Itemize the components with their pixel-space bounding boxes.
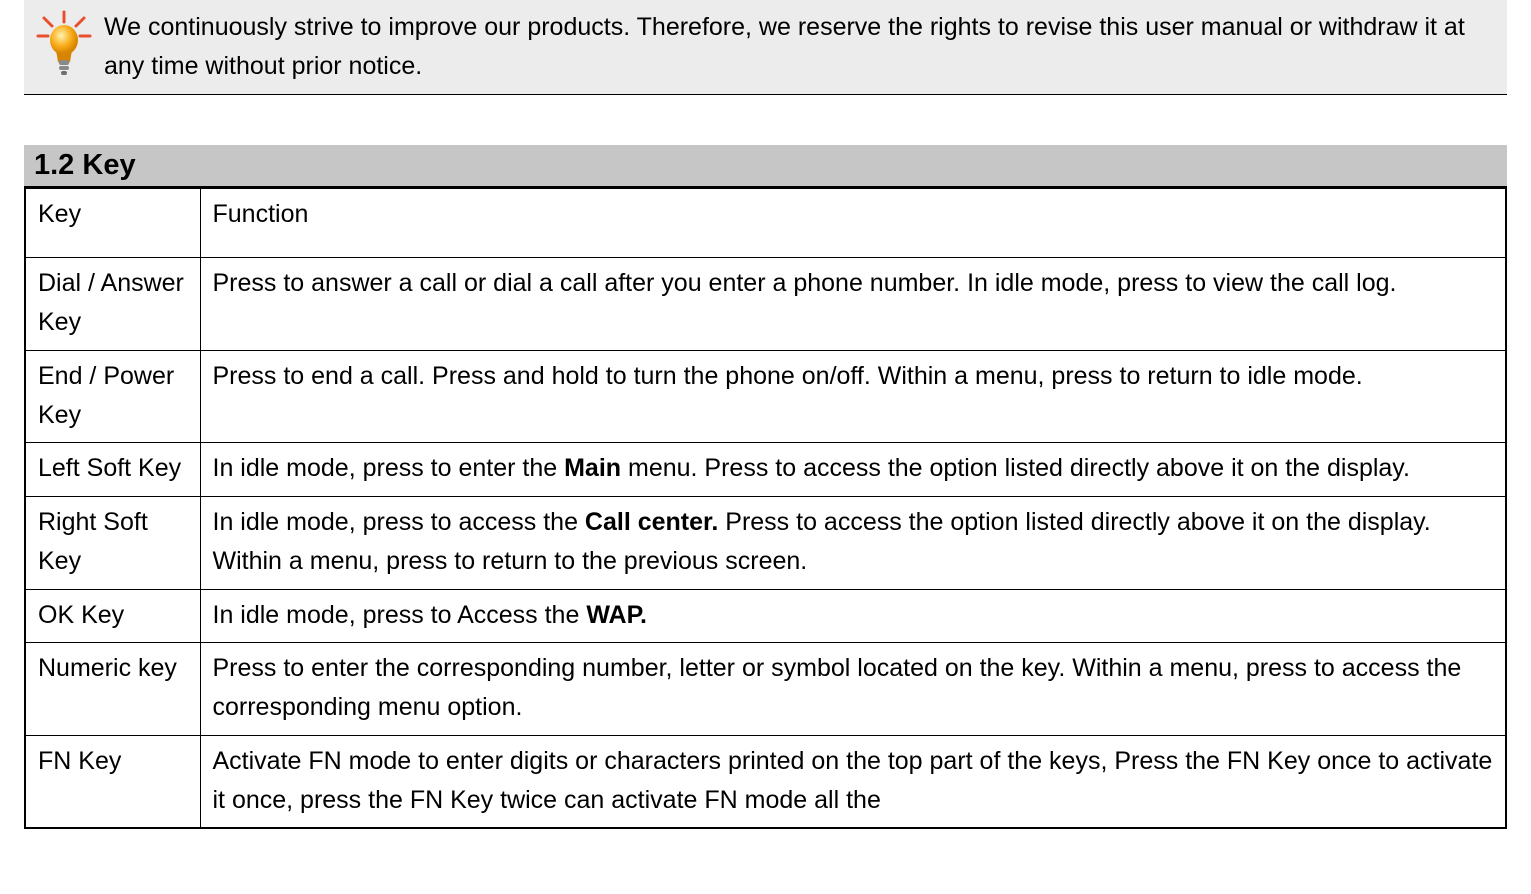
table-header-row: Key Function	[25, 188, 1506, 258]
key-function-table: Key Function Dial / Answer Key Press to …	[24, 187, 1507, 830]
table-row: Numeric key Press to enter the correspon…	[25, 643, 1506, 736]
cell-function: Activate FN mode to enter digits or char…	[200, 735, 1506, 828]
section-heading: 1.2 Key	[24, 145, 1507, 187]
cell-key: Right Soft Key	[25, 497, 200, 590]
cell-function: Press to end a call. Press and hold to t…	[200, 350, 1506, 443]
table-row: FN Key Activate FN mode to enter digits …	[25, 735, 1506, 828]
func-pre: In idle mode, press to enter the	[213, 454, 565, 482]
cell-function: In idle mode, press to access the Call c…	[200, 497, 1506, 590]
table-row: Left Soft Key In idle mode, press to ent…	[25, 443, 1506, 497]
func-bold: Main	[564, 454, 621, 482]
cell-key: Left Soft Key	[25, 443, 200, 497]
cell-function: Press to answer a call or dial a call af…	[200, 258, 1506, 351]
table-row: Dial / Answer Key Press to answer a call…	[25, 258, 1506, 351]
cell-key: Dial / Answer Key	[25, 258, 200, 351]
cell-key: FN Key	[25, 735, 200, 828]
func-bold: WAP.	[586, 601, 647, 629]
cell-key: End / Power Key	[25, 350, 200, 443]
table-row: OK Key In idle mode, press to Access the…	[25, 589, 1506, 643]
func-pre: In idle mode, press to Access the	[213, 601, 587, 629]
cell-key: Numeric key	[25, 643, 200, 736]
page-root: We continuously strive to improve our pr…	[0, 0, 1531, 829]
cell-function: In idle mode, press to enter the Main me…	[200, 443, 1506, 497]
notice-text: We continuously strive to improve our pr…	[104, 6, 1495, 88]
func-bold: Call center.	[585, 508, 718, 536]
cell-function: In idle mode, press to Access the WAP.	[200, 589, 1506, 643]
header-cell-function: Function	[200, 188, 1506, 258]
lightbulb-hint-icon	[24, 6, 104, 76]
cell-key: OK Key	[25, 589, 200, 643]
func-pre: In idle mode, press to access the	[213, 508, 585, 536]
table-row: Right Soft Key In idle mode, press to ac…	[25, 497, 1506, 590]
header-cell-key: Key	[25, 188, 200, 258]
func-post: menu. Press to access the option listed …	[621, 454, 1410, 482]
notice-box: We continuously strive to improve our pr…	[24, 0, 1507, 95]
table-row: End / Power Key Press to end a call. Pre…	[25, 350, 1506, 443]
cell-function: Press to enter the corresponding number,…	[200, 643, 1506, 736]
